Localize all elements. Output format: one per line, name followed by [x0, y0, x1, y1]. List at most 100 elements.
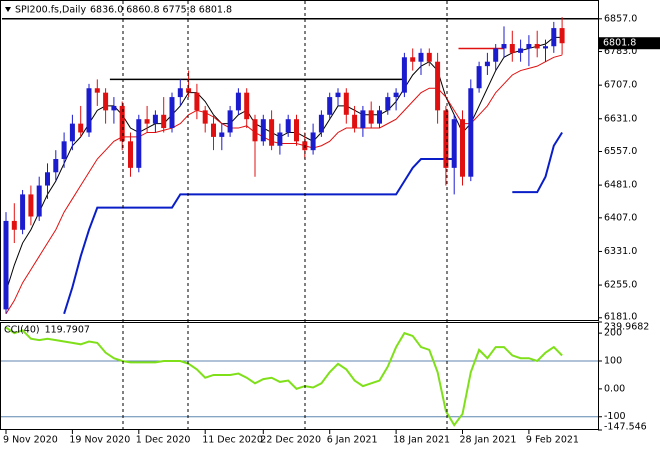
candle-body	[20, 194, 26, 230]
candle-body	[227, 110, 233, 133]
candle-body	[377, 110, 382, 124]
collapse-icon	[5, 7, 11, 12]
candle-body	[509, 44, 515, 53]
candle-body	[393, 92, 399, 98]
candle-body	[559, 28, 565, 44]
x-tick-label: 9 Nov 2020	[3, 435, 58, 446]
candle-body	[484, 61, 490, 67]
candle-body	[161, 114, 167, 129]
y-tick-label: 200	[604, 328, 622, 339]
y-tick-label: 6407.0	[604, 212, 637, 223]
candle-body	[3, 220, 9, 310]
candle-body	[285, 119, 291, 133]
candle-body	[86, 88, 92, 133]
y-tick-label: 6557.0	[604, 146, 637, 157]
candle-body	[78, 123, 84, 133]
y-tick-label: 239.9682	[604, 322, 649, 333]
candle-body	[45, 172, 50, 186]
candle-body	[119, 105, 125, 142]
y-tick-label: 6255.0	[604, 280, 637, 291]
candle-body	[460, 119, 465, 177]
candle-body	[526, 44, 532, 49]
candle-body	[186, 88, 192, 93]
y-tick-label: 6181.0	[604, 312, 637, 323]
x-tick-label: 6 Jan 2021	[327, 435, 378, 446]
candle-body	[294, 119, 299, 142]
chart-title: SPI200.fs,Daily	[15, 5, 86, 16]
candle-body	[443, 110, 449, 168]
ohlc-label: 6836.0 6860.8 6775.8 6801.8	[90, 5, 232, 16]
candle-body	[152, 114, 158, 124]
candle-body	[501, 44, 507, 49]
candle-body	[103, 92, 109, 111]
current-price: 6801.8	[603, 38, 636, 49]
candle-body	[401, 57, 407, 93]
y-tick-label: -100	[604, 411, 626, 422]
candle-body	[451, 119, 457, 168]
candle-body	[94, 88, 100, 93]
candle-body	[435, 61, 441, 111]
indicator-line	[63, 131, 563, 315]
y-tick-label: 6631.0	[604, 113, 637, 124]
candle-body	[352, 114, 358, 129]
candle-body	[136, 119, 142, 168]
candle-body	[28, 194, 34, 217]
candle-body	[534, 44, 540, 49]
y-tick-label: 6331.0	[604, 246, 637, 257]
y-tick-label: -147.546	[604, 422, 647, 433]
x-tick-label: 18 Jan 2021	[393, 435, 450, 446]
candle-body	[410, 57, 416, 62]
candle-body	[277, 132, 283, 146]
candle-body	[269, 119, 275, 146]
candle-body	[169, 97, 175, 129]
candle-body	[252, 119, 258, 142]
y-tick-label: 0.00	[604, 383, 625, 394]
candle-body	[219, 132, 225, 137]
cci-line	[5, 326, 563, 427]
candle-body	[318, 114, 324, 133]
candle-body	[260, 119, 266, 142]
candle-body	[144, 119, 150, 124]
price-frame	[0, 0, 599, 321]
x-tick-label: 11 Dec 2020	[202, 435, 263, 446]
candle-body	[426, 52, 432, 62]
candle-body	[69, 123, 75, 142]
candle-body	[418, 52, 424, 62]
price-box	[599, 37, 660, 50]
candle-body	[543, 46, 548, 49]
candle-body	[493, 48, 499, 62]
candle-body	[476, 66, 482, 89]
candle-body	[235, 92, 241, 111]
candle-body	[343, 92, 349, 115]
plot-area	[1, 17, 598, 427]
y-tick-label: 100	[604, 356, 622, 367]
candle-body	[111, 105, 117, 111]
candle-body	[310, 132, 316, 151]
x-tick-label: 22 Dec 2020	[260, 435, 321, 446]
cci-value: 119.7907	[45, 325, 90, 336]
candle-body	[468, 88, 474, 177]
candle-body	[211, 123, 216, 137]
cci-title: CCI(40)	[4, 325, 40, 336]
candle-body	[36, 185, 42, 217]
candle-body	[53, 159, 59, 173]
candle-body	[327, 97, 333, 115]
x-tick-label: 19 Nov 2020	[69, 435, 130, 446]
candle-body	[385, 97, 391, 111]
candle-body	[551, 28, 557, 47]
y-tick-label: 6783.0	[604, 46, 637, 57]
candle-body	[128, 141, 133, 168]
candle-body	[194, 92, 200, 111]
x-tick-label: 9 Feb 2021	[526, 435, 579, 446]
candle-body	[335, 92, 341, 98]
y-tick-label: 6707.0	[604, 80, 637, 91]
x-tick-label: 1 Dec 2020	[136, 435, 191, 446]
candle-body	[177, 88, 183, 98]
y-tick-label: 6857.0	[604, 13, 637, 24]
candle-body	[61, 141, 67, 160]
y-tick-label: 6481.0	[604, 180, 637, 191]
candle-body	[11, 220, 17, 230]
x-tick-label: 28 Jan 2021	[460, 435, 517, 446]
cci-frame	[0, 322, 599, 430]
